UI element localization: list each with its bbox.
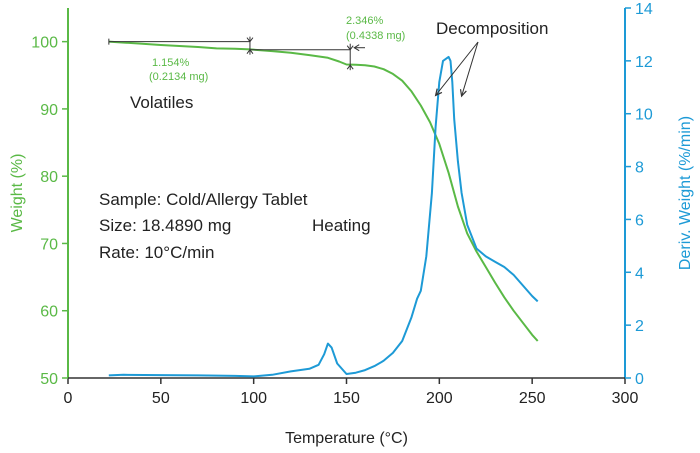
- annotation-heating: Heating: [312, 216, 371, 235]
- y-left-tick-label: 70: [40, 236, 58, 253]
- y-left-tick-label: 60: [40, 304, 58, 321]
- deriv-weight-curve: [108, 55, 539, 378]
- y-axis-right-title: Deriv. Weight (%/min): [677, 116, 694, 270]
- annotations: Volatiles 1.154% (0.2134 mg) 2.346% (0.4…: [99, 15, 548, 262]
- y-left-tick-label: 90: [40, 102, 58, 119]
- annotation-volatiles: Volatiles: [130, 93, 193, 112]
- loss2-arrow-bottom: [346, 64, 354, 70]
- series-layer: [108, 40, 539, 378]
- y-right-tick-label: 12: [635, 54, 653, 71]
- decomposition-arrowhead-weight: [434, 88, 443, 97]
- loss1-arrow-bottom: [246, 48, 254, 55]
- y-right-tick-label: 8: [635, 160, 644, 177]
- decomposition-arrowhead-deriv: [459, 89, 467, 98]
- annotation-decomposition: Decomposition: [436, 19, 548, 38]
- decomposition-arrow-deriv: [461, 41, 479, 97]
- y-right-tick-label: 0: [635, 371, 644, 388]
- y-axis-left-title: Weight (%): [9, 154, 26, 233]
- loss2-arrow-top: [346, 45, 354, 51]
- x-tick-label: 300: [612, 390, 639, 407]
- x-tick-label: 100: [240, 390, 267, 407]
- x-tick-label: 200: [426, 390, 453, 407]
- loss2-leader-arrow: [353, 44, 360, 52]
- x-tick-label: 0: [64, 390, 73, 407]
- decomposition-arrow-weight: [435, 41, 479, 96]
- loss1-arrow-top: [246, 37, 254, 43]
- annotation-loss2-mg: (0.4338 mg): [346, 30, 405, 42]
- y-right-tick-label: 2: [635, 318, 644, 335]
- axes: 0 50 100 150 200 250 300 50 60 70 80 90 100 0 2 4 6 8 10 12…: [9, 1, 694, 447]
- x-tick-label: 250: [519, 390, 546, 407]
- y-left-tick-label: 100: [31, 35, 58, 52]
- y-right-tick-label: 10: [635, 107, 653, 124]
- x-axis-title: Temperature (°C): [285, 430, 408, 447]
- annotation-size: Size: 18.4890 mg: [99, 216, 231, 235]
- y-left-tick-label: 50: [40, 371, 58, 388]
- x-tick-label: 150: [333, 390, 360, 407]
- y-right-tick-label: 14: [635, 1, 653, 18]
- annotation-loss1-pct: 1.154%: [152, 57, 190, 69]
- y-left-tick-label: 80: [40, 169, 58, 186]
- y-right-tick-label: 6: [635, 212, 644, 229]
- x-tick-label: 50: [152, 390, 170, 407]
- y-right-tick-label: 4: [635, 265, 644, 282]
- annotation-sample: Sample: Cold/Allergy Tablet: [99, 190, 308, 209]
- annotation-loss1-mg: (0.2134 mg): [149, 71, 208, 83]
- annotation-rate: Rate: 10°C/min: [99, 243, 214, 262]
- annotation-loss2-pct: 2.346%: [346, 15, 384, 27]
- weight-curve: [108, 40, 539, 342]
